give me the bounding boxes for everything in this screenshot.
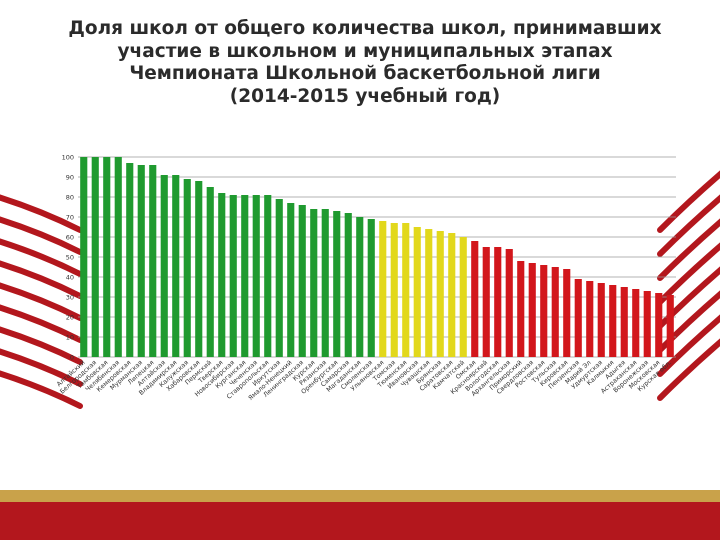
y-tick-label: 70 xyxy=(66,214,74,222)
decorative-arc xyxy=(657,194,720,257)
decorative-arc xyxy=(0,216,83,255)
bar xyxy=(586,281,594,357)
bar xyxy=(298,205,306,357)
bar xyxy=(275,199,283,357)
bar xyxy=(482,247,490,357)
bar xyxy=(218,193,226,357)
bar xyxy=(310,209,318,357)
bar xyxy=(114,157,122,357)
bar xyxy=(91,157,99,357)
bar xyxy=(425,229,433,357)
decorative-arc xyxy=(657,338,720,401)
bar xyxy=(195,181,203,357)
decorative-arc xyxy=(657,266,720,329)
bar xyxy=(252,195,260,357)
y-tick-label: 10 xyxy=(66,334,74,342)
decorative-arc xyxy=(0,326,83,365)
bar xyxy=(287,203,295,357)
bar xyxy=(241,195,249,357)
y-tick-label: 40 xyxy=(66,274,74,282)
bar xyxy=(103,157,111,357)
bar xyxy=(149,165,157,357)
bar xyxy=(160,175,168,357)
bar xyxy=(540,265,548,357)
bar xyxy=(574,279,582,357)
bar xyxy=(494,247,502,357)
decorative-arc xyxy=(0,348,83,387)
bar xyxy=(459,237,467,357)
bar xyxy=(620,287,628,357)
title-line: (2014-2015 учебный год) xyxy=(229,85,501,107)
decorative-arc xyxy=(657,218,720,281)
bar xyxy=(126,163,134,357)
decorative-arc xyxy=(0,194,83,233)
y-tick-label: 20 xyxy=(66,314,74,322)
x-axis-tick-labels: АлтайскийБелгородскаяТамбовскаяЧелябинск… xyxy=(55,358,673,402)
bar xyxy=(471,241,479,357)
bar xyxy=(632,289,640,357)
bar xyxy=(436,231,444,357)
bar xyxy=(172,175,180,357)
bar xyxy=(597,283,605,357)
decorative-arc xyxy=(657,290,720,353)
decorative-arc xyxy=(657,170,720,233)
slide-title: Доля школ от общего количества школ, при… xyxy=(40,18,690,108)
bar xyxy=(448,233,456,357)
bar xyxy=(643,291,651,357)
bar xyxy=(666,295,674,357)
bar xyxy=(551,267,559,357)
bar xyxy=(413,227,421,357)
bar xyxy=(321,209,329,357)
y-tick-label: 100 xyxy=(62,154,74,162)
bar xyxy=(609,285,617,357)
decorative-arc xyxy=(0,238,83,277)
bar xyxy=(379,221,387,357)
bar xyxy=(206,187,214,357)
chart-bars xyxy=(80,157,674,357)
y-tick-label: 30 xyxy=(66,294,74,302)
bar xyxy=(390,223,398,357)
bar xyxy=(229,195,237,357)
bar xyxy=(367,219,375,357)
decorative-arc xyxy=(0,260,83,299)
bar xyxy=(356,217,364,357)
bar xyxy=(517,261,525,357)
decorative-arc xyxy=(0,370,83,409)
bar xyxy=(344,213,352,357)
bar xyxy=(655,293,663,357)
bar xyxy=(183,179,191,357)
bar xyxy=(264,195,272,357)
bar xyxy=(505,249,513,357)
y-axis-tick-labels: 0 10 20 30 40 50 60 70 80 90 100 xyxy=(62,154,74,362)
bar xyxy=(528,263,536,357)
bar xyxy=(563,269,571,357)
bar xyxy=(137,165,145,357)
y-tick-label: 60 xyxy=(66,234,74,242)
footer-red-band xyxy=(0,502,720,540)
title-line: участие в школьном и муниципальных этапа… xyxy=(117,40,613,62)
decorative-arc xyxy=(0,282,83,321)
decorative-arc xyxy=(0,304,83,343)
footer-gold-stripe xyxy=(0,490,720,502)
bar xyxy=(80,157,88,357)
bar xyxy=(402,223,410,357)
bar xyxy=(333,211,341,357)
decorative-arc xyxy=(657,242,720,305)
y-tick-label: 0 xyxy=(70,354,74,362)
y-tick-label: 90 xyxy=(66,174,74,182)
title-line: Доля школ от общего количества школ, при… xyxy=(68,18,662,39)
y-tick-label: 50 xyxy=(66,254,74,262)
y-tick-label: 80 xyxy=(66,194,74,202)
title-line: Чемпионата Школьной баскетбольной лиги xyxy=(129,63,601,84)
decorative-arc xyxy=(657,314,720,377)
